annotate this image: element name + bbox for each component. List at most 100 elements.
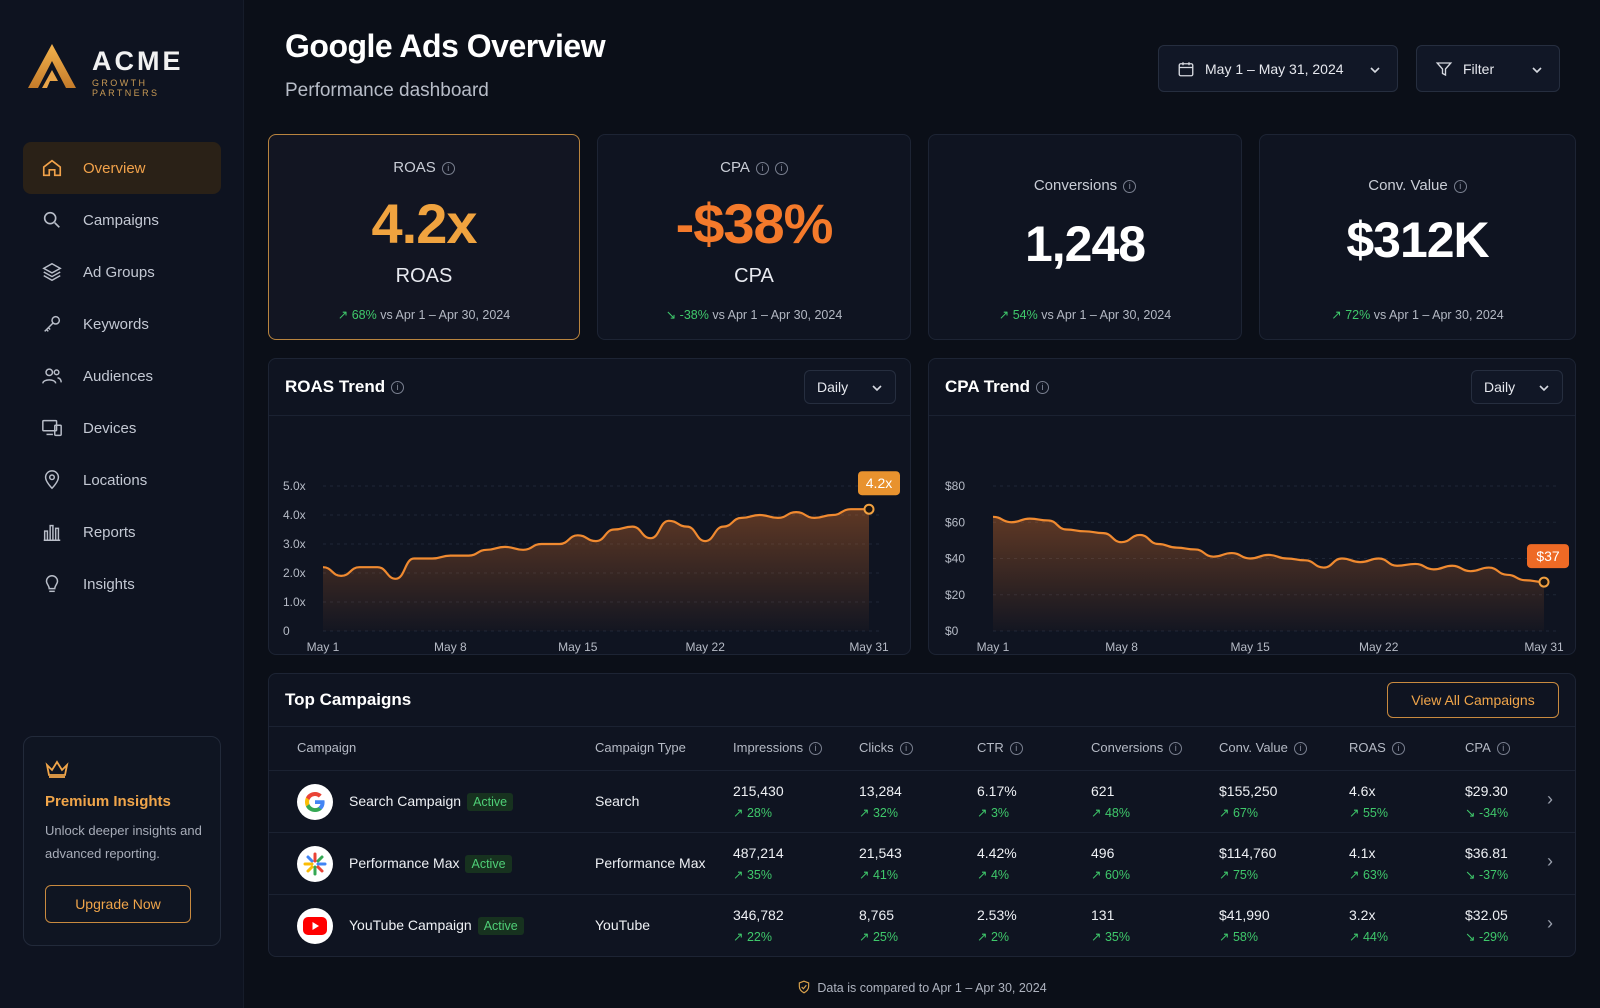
info-icon[interactable]: i [899, 742, 913, 756]
date-range-picker[interactable]: May 1 – May 31, 2024 [1158, 45, 1398, 92]
table-row[interactable]: Search Campaign Active Search 215,430 ↗ 28… [269, 770, 1575, 832]
conv-value-cell: $114,760 ↗ 75% [1219, 845, 1276, 882]
column-header-conv-value[interactable]: Conv. Value i [1219, 740, 1307, 756]
chevron-down-icon [1532, 67, 1542, 74]
info-icon[interactable]: i [1453, 179, 1467, 193]
chevron-right-icon[interactable]: › [1547, 913, 1553, 933]
date-range-label: May 1 – May 31, 2024 [1205, 60, 1344, 77]
sidebar-item-keywords[interactable]: Keywords [23, 298, 221, 350]
ctr-change: ↗ 2% [977, 930, 1010, 944]
y-tick-label: 3.0x [283, 537, 306, 551]
info-icon[interactable]: i [1123, 179, 1137, 193]
page-title: Google Ads Overview [285, 28, 606, 64]
column-header-impressions[interactable]: Impressions i [733, 740, 823, 756]
kpi-change: 54% [1012, 308, 1038, 322]
campaign-type: Search [595, 793, 640, 809]
kpi-label-wrap: Conversions i [929, 177, 1241, 194]
impressions-value: 346,782 [733, 907, 784, 923]
sidebar-item-locations[interactable]: Locations [23, 454, 221, 506]
granularity-select[interactable]: Daily [804, 370, 896, 404]
column-header-clicks[interactable]: Clicks i [859, 740, 913, 756]
brand-logo[interactable]: ACME GROWTH PARTNERS [28, 44, 218, 98]
sidebar-item-label: Insights [83, 575, 135, 593]
kpi-card-roas[interactable]: ROAS i 4.2x ROAS ↗ 68% vs Apr 1 – Apr 30,… [268, 134, 580, 340]
clicks-value: 21,543 [859, 845, 902, 861]
google-icon [297, 784, 333, 820]
chevron-right-icon[interactable]: › [1547, 789, 1553, 809]
info-icon[interactable]: i [441, 161, 455, 175]
chevron-right-icon[interactable]: › [1547, 851, 1553, 871]
header-label: CTR [977, 740, 1004, 755]
campaign-name-text: YouTube Campaign [349, 917, 472, 933]
column-header-ctr[interactable]: CTR i [977, 740, 1023, 756]
roas-change: ↗ 55% [1349, 806, 1388, 820]
ctr-cell: 6.17% ↗ 3% [977, 783, 1017, 820]
conv-value-cell: $155,250 ↗ 67% [1219, 783, 1277, 820]
devices-icon [41, 417, 63, 439]
sidebar-item-ad-groups[interactable]: Ad Groups [23, 246, 221, 298]
info-icon[interactable]: i [1391, 742, 1405, 756]
panel-title: ROAS Trend i [285, 377, 405, 397]
bar-chart-icon [41, 521, 63, 543]
footnote-text: Data is compared to Apr 1 – Apr 30, 2024 [817, 981, 1047, 995]
y-tick-label: $0 [945, 624, 959, 638]
info-icon[interactable]: i [755, 161, 769, 175]
brand-name: ACME [92, 46, 184, 76]
ctr-cell: 4.42% ↗ 4% [977, 845, 1017, 882]
kpi-card-conv-value[interactable]: Conv. Value i $312K ↗ 72% vs Apr 1 – Apr … [1259, 134, 1576, 340]
filter-button[interactable]: Filter [1416, 45, 1560, 92]
table-row[interactable]: YouTube Campaign Active YouTube 346,782 ↗ … [269, 894, 1575, 956]
table-row[interactable]: Performance Max Active Performance Max 48… [269, 832, 1575, 894]
sidebar-item-audiences[interactable]: Audiences [23, 350, 221, 402]
kpi-card-cpa[interactable]: CPA i i -$38% CPA ↘ -38% vs Apr 1 – Apr 30… [597, 134, 911, 340]
conversions-value: 621 [1091, 783, 1115, 799]
chevron-down-icon [1370, 67, 1380, 74]
calendar-icon [1178, 61, 1194, 76]
panel-title-text: CPA Trend [945, 377, 1031, 396]
column-header-campaign[interactable]: Campaign [297, 740, 357, 755]
column-header-conversions[interactable]: Conversions i [1091, 740, 1183, 756]
info-icon[interactable]: i [1169, 742, 1183, 756]
clicks-cell: 13,284 ↗ 32% [859, 783, 902, 820]
x-tick-label: May 15 [1230, 640, 1270, 654]
granularity-select[interactable]: Daily [1471, 370, 1563, 404]
info-icon[interactable]: i [391, 381, 405, 395]
roas-cell: 4.6x ↗ 55% [1349, 783, 1388, 820]
clicks-cell: 8,765 ↗ 25% [859, 907, 898, 944]
clicks-value: 13,284 [859, 783, 902, 799]
info-icon[interactable]: i [1293, 742, 1307, 756]
x-tick-label: May 8 [434, 640, 467, 654]
x-tick-label: May 22 [686, 640, 726, 654]
sidebar-item-overview[interactable]: Overview [23, 142, 221, 194]
sidebar-item-reports[interactable]: Reports [23, 506, 221, 558]
info-icon[interactable]: i [1009, 742, 1023, 756]
promo-title: Premium Insights [45, 793, 171, 810]
conversions-change: ↗ 60% [1091, 868, 1130, 882]
ctr-value: 6.17% [977, 783, 1017, 799]
conversions-cell: 496 ↗ 60% [1091, 845, 1130, 882]
sidebar-item-label: Campaigns [83, 211, 159, 229]
conv-value-value: $155,250 [1219, 783, 1278, 799]
upgrade-now-button[interactable]: Upgrade Now [45, 885, 191, 923]
info-icon[interactable]: i [1496, 742, 1510, 756]
info-icon[interactable]: i [1036, 381, 1050, 395]
sidebar-item-insights[interactable]: Insights [23, 558, 221, 610]
view-all-campaigns-button[interactable]: View All Campaigns [1387, 682, 1559, 718]
column-header-type[interactable]: Campaign Type [595, 740, 686, 755]
info-icon[interactable]: i [809, 742, 823, 756]
kpi-card-conversions[interactable]: Conversions i 1,248 ↗ 54% vs Apr 1 – Apr … [928, 134, 1242, 340]
series-line [992, 515, 1545, 584]
kpi-compare-text: vs Apr 1 – Apr 30, 2024 [712, 308, 843, 322]
trend-up-icon: ↗ [1331, 308, 1346, 322]
callout-label: 4.2x [866, 475, 892, 491]
column-header-cpa[interactable]: CPA i [1465, 740, 1510, 756]
info-icon[interactable]: i [774, 161, 788, 175]
column-header-roas[interactable]: ROAS i [1349, 740, 1405, 756]
clicks-cell: 21,543 ↗ 41% [859, 845, 902, 882]
kpi-value: -$38% [675, 192, 834, 255]
sidebar-item-campaigns[interactable]: Campaigns [23, 194, 221, 246]
y-tick-label: 0 [283, 624, 290, 638]
callout-label: $37 [1536, 548, 1560, 564]
sidebar-item-devices[interactable]: Devices [23, 402, 221, 454]
header-label: Impressions [733, 740, 804, 755]
